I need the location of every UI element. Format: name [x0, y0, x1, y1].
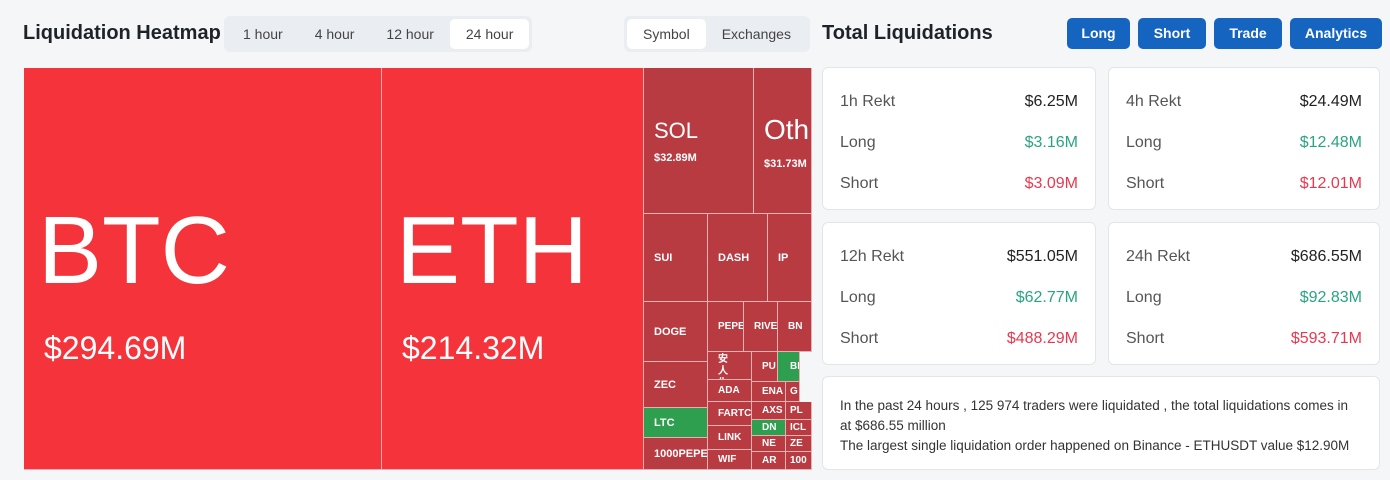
tab[interactable]: 1 hour — [243, 26, 283, 42]
stat-value: $92.83M — [1299, 289, 1362, 306]
tile[interactable]: NE — [752, 436, 786, 452]
tile[interactable]: ETH $214.32M — [382, 68, 644, 470]
stat-card: 4h Rekt $24.49M Long $12.48M Short $12.01M — [1108, 67, 1380, 210]
stat-row: Long $3.16M — [840, 134, 1078, 152]
stat-row: 24h Rekt $686.55M — [1126, 248, 1362, 266]
button[interactable]: Short — [1138, 18, 1206, 49]
stat-value: $3.09M — [1024, 175, 1078, 192]
tile[interactable]: PL — [786, 402, 812, 420]
stat-label: Short — [840, 175, 879, 192]
stat-row: Long $62.77M — [840, 289, 1078, 307]
button[interactable]: Trade — [1214, 18, 1282, 49]
tile[interactable]: DOGE — [644, 302, 708, 362]
stat-card: 24h Rekt $686.55M Long $92.83M Short $593.71M — [1108, 222, 1380, 365]
tile-value: $31.73M — [764, 158, 807, 170]
tile[interactable]: PU — [752, 352, 778, 382]
tile-symbol: ETH — [396, 197, 588, 304]
tile[interactable]: ZE — [786, 436, 812, 452]
stats-title: Total Liquidations — [822, 22, 993, 44]
tile[interactable]: AXS — [752, 402, 786, 420]
tab[interactable]: Symbol — [627, 19, 706, 49]
tile[interactable]: PEPE — [708, 302, 744, 352]
stat-row: Long $92.83M — [1126, 289, 1362, 307]
tab[interactable]: 24 hour — [449, 19, 530, 49]
stat-value: $24.49M — [1299, 93, 1362, 110]
tile[interactable]: 1000PEPE — [644, 438, 708, 470]
tile[interactable]: DN — [752, 420, 786, 436]
tab[interactable]: Exchanges — [721, 26, 791, 42]
tile[interactable]: BTC $294.69M — [24, 68, 382, 470]
tile[interactable]: WIF — [708, 450, 752, 470]
stat-value: $593.71M — [1290, 330, 1362, 347]
tab[interactable]: 12 hour — [386, 26, 434, 42]
tile[interactable]: ADA — [708, 380, 752, 402]
stat-card: 12h Rekt $551.05M Long $62.77M Short $488.29M — [822, 222, 1096, 365]
tile[interactable]: SUI — [644, 214, 708, 302]
stat-value: $12.01M — [1299, 175, 1362, 192]
stat-row: Short $593.71M — [1126, 330, 1362, 348]
tile[interactable]: LINK — [708, 426, 752, 450]
tile[interactable]: BN — [778, 302, 812, 352]
tile[interactable]: ICL — [786, 420, 812, 436]
stat-label: Short — [840, 330, 879, 347]
heatmap: BTC $294.69M ETH $214.32M SOL $32.89M Ot… — [24, 68, 812, 470]
stat-value: $62.77M — [1015, 289, 1078, 306]
view-tabs: Symbol Exchanges — [624, 16, 810, 52]
stat-row: Short $3.09M — [840, 175, 1078, 193]
stat-label: Long — [1126, 289, 1162, 306]
tile[interactable]: Oth $31.73M — [754, 68, 812, 214]
stat-label: 12h Rekt — [840, 248, 905, 265]
stat-label: Long — [840, 134, 876, 151]
tile[interactable]: ZEC — [644, 362, 708, 408]
tile[interactable]: BI — [778, 352, 800, 382]
note-line: The largest single liquidation order hap… — [840, 438, 1350, 453]
stat-row: 12h Rekt $551.05M — [840, 248, 1078, 266]
stat-row: Short $488.29M — [840, 330, 1078, 348]
tile[interactable]: FARTC — [708, 402, 752, 426]
tile-value: $32.89M — [654, 152, 697, 164]
stat-label: Long — [840, 289, 876, 306]
stat-value: $488.29M — [1006, 330, 1078, 347]
tile[interactable]: IP — [768, 214, 812, 302]
tile-value: $294.69M — [44, 330, 187, 366]
stat-label: 1h Rekt — [840, 93, 896, 110]
stat-row: 4h Rekt $24.49M — [1126, 93, 1362, 111]
stat-label: Short — [1126, 330, 1165, 347]
stat-row: Long $12.48M — [1126, 134, 1362, 152]
note-line: In the past 24 hours , 125 974 traders w… — [840, 398, 1349, 433]
stat-value: $12.48M — [1299, 134, 1362, 151]
stat-label: 24h Rekt — [1126, 248, 1191, 265]
stat-label: Long — [1126, 134, 1162, 151]
tile-symbol: Oth — [764, 114, 810, 145]
tile-symbol: BTC — [38, 197, 230, 304]
tile[interactable]: AR — [752, 452, 786, 470]
tile[interactable]: RIVE — [744, 302, 778, 352]
tile[interactable]: LTC — [644, 408, 708, 438]
time-tabs: 1 hour 4 hour 12 hour 24 hour — [224, 16, 533, 52]
summary-note: In the past 24 hours , 125 974 traders w… — [822, 376, 1380, 470]
button[interactable]: Long — [1067, 18, 1130, 49]
tile[interactable]: SOL $32.89M — [644, 68, 754, 214]
tile[interactable]: ENA — [752, 382, 786, 402]
tile[interactable]: DASH — [708, 214, 768, 302]
tile[interactable]: 100 — [786, 452, 812, 470]
tile[interactable]: G — [786, 382, 800, 402]
stat-label: 4h Rekt — [1126, 93, 1182, 110]
stat-value: $551.05M — [1006, 248, 1078, 265]
tile-symbol: SOL — [654, 118, 699, 143]
button[interactable]: Analytics — [1290, 18, 1382, 49]
tile-value: $214.32M — [402, 330, 545, 366]
title: Liquidation Heatmap — [23, 22, 221, 44]
stat-row: Short $12.01M — [1126, 175, 1362, 193]
stat-row: 1h Rekt $6.25M — [840, 93, 1078, 111]
stat-value: $3.16M — [1024, 134, 1078, 151]
stat-value: $686.55M — [1290, 248, 1362, 265]
stat-label: Short — [1126, 175, 1165, 192]
stat-card: 1h Rekt $6.25M Long $3.16M Short $3.09M — [822, 67, 1096, 210]
stat-value: $6.25M — [1024, 93, 1078, 110]
tile[interactable]: 币安人生 — [708, 352, 752, 380]
tab[interactable]: 4 hour — [314, 26, 355, 42]
